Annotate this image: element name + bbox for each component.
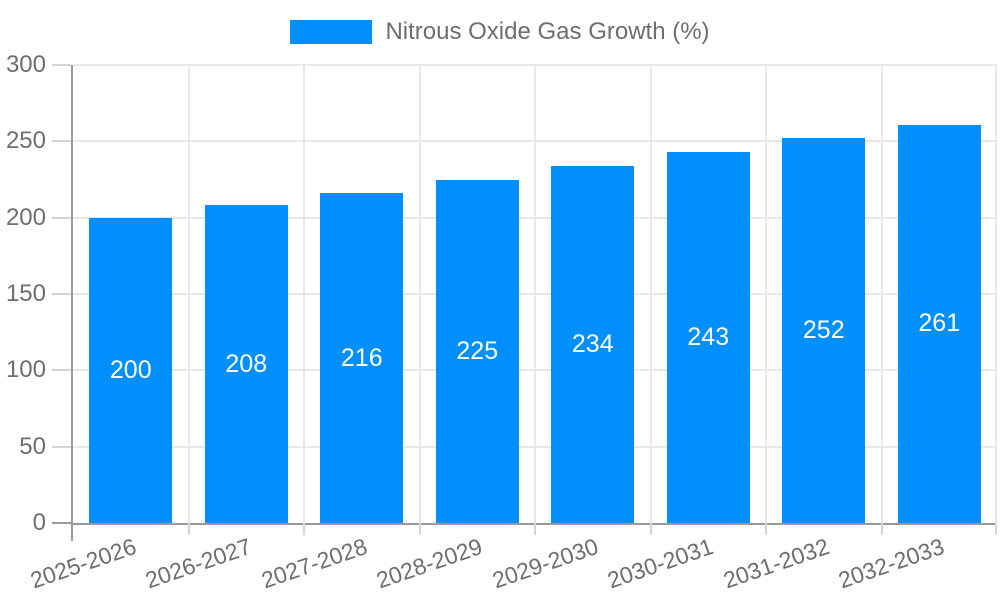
y-tick-mark	[52, 216, 71, 219]
y-tick-mark	[52, 64, 71, 66]
legend[interactable]: Nitrous Oxide Gas Growth (%)	[0, 19, 1000, 45]
gridlines-layer	[73, 64, 997, 523]
x-tick-mark	[534, 523, 536, 535]
bar[interactable]: 200	[89, 217, 173, 523]
x-tick-label: 2030-2031	[604, 533, 717, 594]
y-tick-label: 0	[32, 509, 46, 536]
y-tick-label: 250	[5, 127, 46, 155]
bar-value-label: 200	[109, 355, 152, 384]
bar[interactable]: 234	[551, 165, 635, 523]
bar[interactable]: 261	[897, 124, 981, 523]
x-tick-mark	[995, 523, 997, 535]
x-gridline	[649, 65, 652, 523]
bar-value-label: 208	[225, 349, 268, 378]
x-tick-mark	[418, 523, 421, 535]
bar-value-label: 234	[571, 329, 614, 358]
bar-value-label: 252	[802, 316, 845, 345]
y-tick-label: 200	[5, 203, 46, 231]
x-gridline	[534, 65, 536, 523]
bar[interactable]: 216	[320, 193, 404, 523]
x-tick-label: 2027-2028	[257, 533, 371, 594]
y-tick-mark	[52, 293, 71, 295]
y-tick-mark	[52, 445, 71, 448]
x-tick-label: 2032-2033	[835, 533, 948, 594]
bar[interactable]: 225	[435, 179, 519, 523]
bar-cell: 234	[535, 65, 651, 523]
bars-layer: 200 208 216 225 234 243 252 261	[73, 65, 997, 523]
y-tick-label: 150	[5, 280, 46, 307]
y-tick-mark	[52, 369, 71, 372]
x-gridline	[880, 65, 883, 523]
bar-cell: 225	[420, 65, 536, 523]
x-tick-mark	[71, 523, 73, 541]
x-tick-mark	[649, 523, 652, 535]
bar-cell: 208	[189, 65, 305, 523]
bar-value-label: 243	[687, 323, 730, 352]
y-tick-mark	[52, 140, 71, 143]
bar[interactable]: 208	[204, 205, 288, 523]
x-tick-mark	[765, 523, 767, 535]
x-gridline	[418, 65, 421, 523]
bar-value-label: 225	[456, 336, 499, 365]
bar-cell: 252	[766, 65, 882, 523]
bar-value-label: 261	[918, 309, 961, 338]
x-axis-labels: 2025-2026 2026-2027 2027-2028 2028-2029 2029…	[27, 523, 997, 598]
axis-decoration-layer: 0 50 100 150 200 250 300	[6, 53, 997, 541]
y-tick-label: 300	[5, 51, 46, 78]
legend-swatch	[290, 20, 373, 44]
bar-cell: 216	[304, 65, 420, 523]
x-gridline	[765, 65, 767, 523]
y-tick-label: 50	[19, 432, 46, 460]
x-tick-mark	[187, 523, 190, 535]
bar-cell: 200	[73, 65, 189, 523]
x-gridline	[187, 65, 190, 523]
y-tick-mark	[52, 522, 71, 524]
bar[interactable]: 243	[666, 152, 750, 523]
x-tick-label: 2031-2032	[719, 533, 833, 594]
x-tick-label: 2026-2027	[142, 533, 255, 594]
bar[interactable]: 252	[782, 138, 866, 523]
x-tick-mark	[880, 523, 883, 535]
y-tick-label: 100	[5, 356, 46, 384]
x-tick-label: 2025-2026	[26, 533, 140, 594]
bar-cell: 261	[882, 65, 998, 523]
x-tick-mark	[303, 523, 305, 535]
x-tick-label: 2028-2029	[373, 533, 486, 594]
x-gridline	[303, 65, 305, 523]
bar-cell: 243	[651, 65, 767, 523]
x-tick-label: 2029-2030	[488, 533, 602, 594]
legend-label: Nitrous Oxide Gas Growth (%)	[385, 18, 710, 45]
x-gridline	[995, 65, 997, 523]
plot-area: 200 208 216 225 234 243 252 261 0 50 100 150 200 250…	[6, 53, 997, 593]
bar-value-label: 216	[340, 343, 383, 372]
